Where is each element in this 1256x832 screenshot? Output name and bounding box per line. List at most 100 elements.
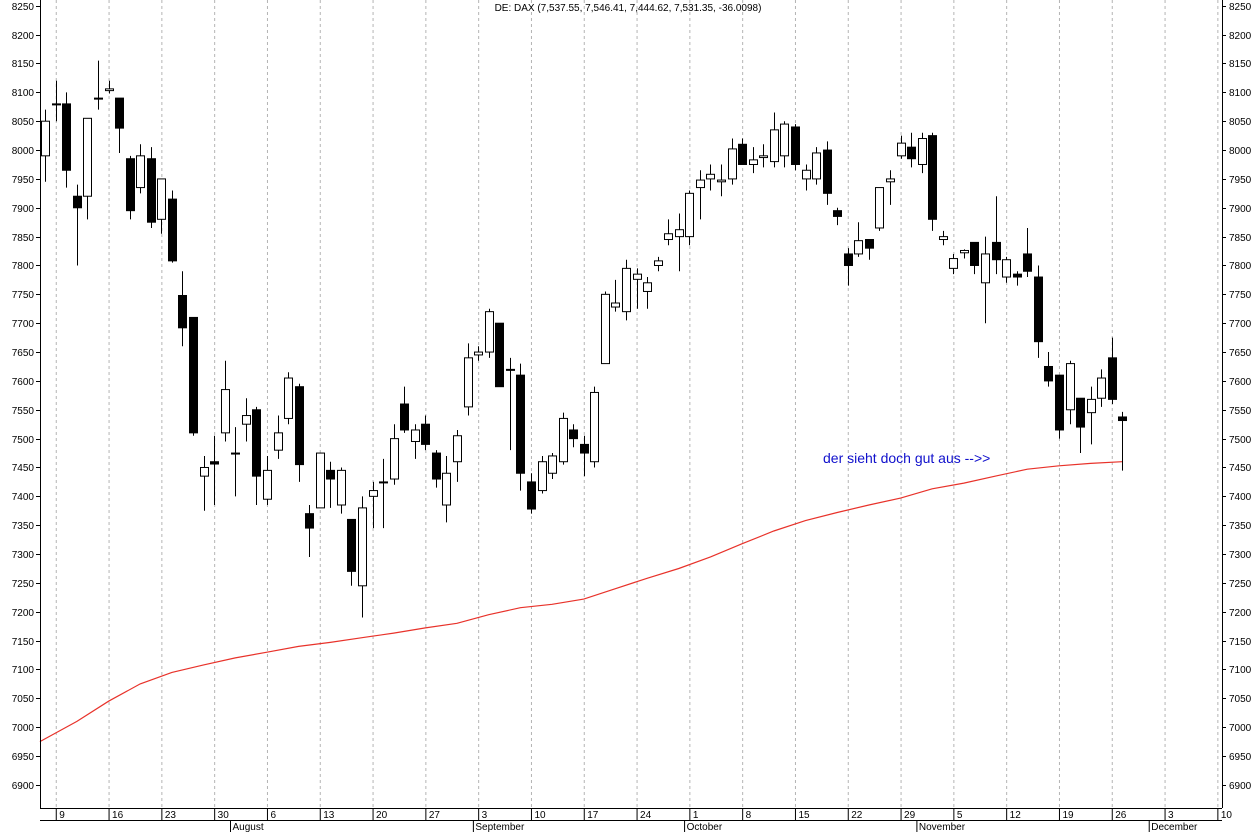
y-tick-label: 7850 xyxy=(1229,233,1252,244)
y-tick-label: 8200 xyxy=(1229,31,1252,42)
x-tick-label: 8 xyxy=(746,810,752,821)
candle-body xyxy=(770,129,779,163)
candle-body xyxy=(274,432,283,451)
candle-body xyxy=(464,357,473,408)
y-tick-label: 7150 xyxy=(12,637,35,648)
candle-body xyxy=(210,461,219,465)
y-tick-label: 7950 xyxy=(1229,175,1252,186)
x-tick-label: 24 xyxy=(640,810,652,821)
candle-body xyxy=(1118,416,1127,422)
candle-body xyxy=(685,192,694,238)
x-tick-label: 10 xyxy=(534,810,546,821)
candle-body xyxy=(442,472,451,506)
candle-body xyxy=(633,273,642,280)
y-tick-label: 8150 xyxy=(12,59,35,70)
candle-body xyxy=(611,302,620,308)
candle-body xyxy=(453,435,462,463)
candle-body xyxy=(728,148,737,180)
candle-body xyxy=(897,142,906,157)
candle-body xyxy=(1076,397,1085,428)
candle-body xyxy=(875,187,884,229)
y-tick-label: 7900 xyxy=(1229,204,1252,215)
candle-body xyxy=(474,351,483,356)
candle-body xyxy=(305,513,314,529)
y-tick-label: 7550 xyxy=(12,406,35,417)
candle-body xyxy=(717,179,726,183)
y-tick-label: 7500 xyxy=(1229,435,1252,446)
candle-body xyxy=(749,159,758,165)
y-tick-label: 8250 xyxy=(12,2,35,13)
x-tick-label: 15 xyxy=(798,810,810,821)
y-tick-label: 8050 xyxy=(12,117,35,128)
candle-body xyxy=(823,149,832,194)
candle-body xyxy=(295,386,304,466)
candle-body xyxy=(844,253,853,266)
y-tick-label: 7750 xyxy=(12,290,35,301)
candle-body xyxy=(62,103,71,171)
candle-body xyxy=(231,452,240,455)
y-tick-label: 7400 xyxy=(1229,492,1252,503)
axes: 6900 6900 6950 6950 7000 7000 7050 7050 7100 7100… xyxy=(12,0,1252,832)
candle-body xyxy=(347,518,356,572)
candle-body xyxy=(506,368,515,371)
y-tick-label: 6950 xyxy=(1229,752,1252,763)
candle-body xyxy=(178,294,187,329)
candle-body xyxy=(1044,365,1053,382)
candle-body xyxy=(622,267,631,313)
month-label: October xyxy=(687,822,723,832)
candle-body xyxy=(907,146,916,160)
candle-body xyxy=(41,120,50,157)
candle-body xyxy=(485,311,494,353)
candle-body xyxy=(590,391,599,463)
candle-body xyxy=(759,155,768,159)
candle-body xyxy=(1108,357,1117,400)
candle-body xyxy=(1002,259,1011,278)
candle-body xyxy=(94,97,103,100)
y-tick-label: 7600 xyxy=(1229,377,1252,388)
x-tick-label: 23 xyxy=(165,810,177,821)
y-tick-label: 7800 xyxy=(1229,261,1252,272)
y-tick-label: 7650 xyxy=(12,348,35,359)
candle-body xyxy=(73,195,82,209)
candle-body xyxy=(548,455,557,474)
candle-body xyxy=(939,236,948,241)
candle-body xyxy=(601,293,610,365)
y-tick-label: 7450 xyxy=(1229,463,1252,474)
candle-body xyxy=(52,103,61,106)
candle-body xyxy=(390,438,399,480)
y-tick-label: 6900 xyxy=(12,781,35,792)
y-tick-label: 7600 xyxy=(12,377,35,388)
candle-body xyxy=(675,229,684,238)
candle-body xyxy=(569,429,578,440)
candle-body xyxy=(421,423,430,445)
candle-body xyxy=(1023,253,1032,272)
candle-body xyxy=(527,481,536,510)
y-tick-label: 7550 xyxy=(1229,406,1252,417)
chart-annotation: der sieht doch gut aus -->> xyxy=(823,450,991,466)
x-tick-label: 27 xyxy=(429,810,441,821)
y-tick-label: 8250 xyxy=(1229,2,1252,13)
y-tick-label: 7100 xyxy=(1229,665,1252,676)
y-tick-label: 7000 xyxy=(12,723,35,734)
y-tick-label: 8200 xyxy=(12,31,35,42)
candle-body xyxy=(252,409,261,477)
candle-body xyxy=(432,452,441,480)
x-tick-label: 19 xyxy=(1062,810,1074,821)
x-tick-label: 6 xyxy=(270,810,276,821)
y-tick-label: 6900 xyxy=(1229,781,1252,792)
candle-body xyxy=(865,239,874,249)
candle-body xyxy=(928,135,937,220)
candle-body xyxy=(115,97,124,129)
candle-body xyxy=(284,377,293,419)
candle-body xyxy=(854,240,863,255)
candle-body xyxy=(136,155,145,189)
month-label: November xyxy=(919,822,966,832)
candle-body xyxy=(706,173,715,180)
y-tick-label: 7300 xyxy=(1229,550,1252,561)
month-label: August xyxy=(233,822,264,832)
y-tick-label: 7000 xyxy=(1229,723,1252,734)
moving-average-line xyxy=(39,461,1123,743)
y-tick-label: 8000 xyxy=(1229,146,1252,157)
moving-average xyxy=(39,461,1123,743)
candle-body xyxy=(643,282,652,292)
